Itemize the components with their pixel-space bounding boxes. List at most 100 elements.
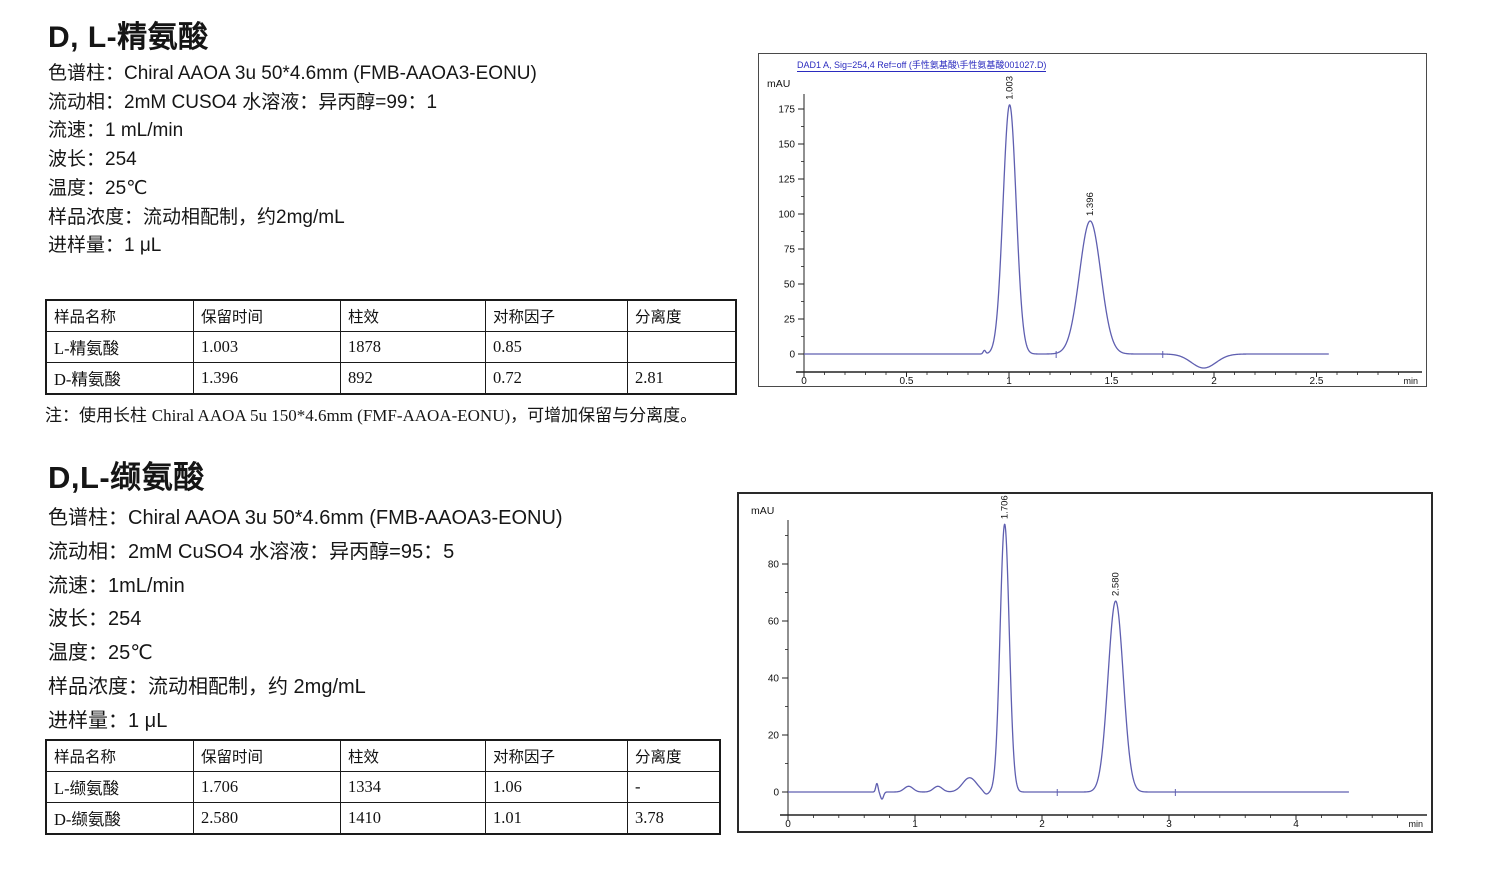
section1-note: 注：使用长柱 Chiral AAOA 5u 150*4.6mm (FMF-AAO… [45,401,697,426]
x-axis-unit: min [1408,819,1423,829]
x-axis-unit: min [1403,376,1418,386]
svg-text:80: 80 [768,560,780,571]
param-line: 温度：25℃ [48,642,153,665]
table-header-cell: 对称因子 [485,299,628,332]
y-axis-unit: mAU [751,505,774,517]
table-row: L-缬氨酸 1.706 1334 1.06- [45,771,721,803]
table-cell: 2.580 [193,802,341,835]
table-header-cell: 柱效 [340,739,486,772]
signal-trace [787,523,1350,800]
table-header-cell: 样品名称 [45,299,194,332]
svg-text:1.5: 1.5 [1105,376,1119,387]
table-header-row: 样品名称 保留时间 柱效 对称因子 分离度 [45,299,737,332]
table-row: D-精氨酸 1.396 892 0.72 2.81 [45,362,737,395]
peak-retention-label: 2.580 [1111,572,1122,596]
table-cell: 1.003 [193,331,341,363]
param-line: 进样量：1 μL [48,709,168,732]
table-cell: 1.01 [485,802,628,835]
note-column-id: Chiral AAOA 5u 150*4.6mm (FMF-AAOA-EONU) [151,406,511,425]
svg-text:0: 0 [801,376,807,387]
table-cell: 1878 [340,331,486,363]
table-cell: D-缬氨酸 [45,802,194,835]
table-cell: 1.396 [193,362,341,395]
note-suffix: ，可增加保留与分离度。 [510,406,698,425]
svg-text:2: 2 [1211,376,1217,387]
table-header-cell: 对称因子 [485,739,628,772]
svg-text:60: 60 [768,617,780,628]
chromatogram-arginine-plot: 0 25 50 75 100 125 150 175 0 0.5 1 1.5 2 2.5 min mAU 1.0… [767,76,1422,387]
signal-trace [803,104,1330,369]
table-cell: D-精氨酸 [45,362,194,395]
axes: 0 25 50 75 100 125 150 175 0 0.5 1 1.5 2 2.5 min mAU [767,78,1422,387]
svg-text:20: 20 [768,731,780,742]
chart1-signal-title: DAD1 A, Sig=254,4 Ref=off (手性氨基酸\手性氨基酸00… [797,60,1047,72]
table-cell: L-缬氨酸 [45,771,194,803]
table-cell: 2.81 [627,362,737,395]
table-header-cell: 保留时间 [193,739,341,772]
table-cell: 0.72 [485,362,628,395]
y-axis-unit: mAU [767,78,790,90]
axes: 0 20 40 60 80 0 1 2 3 4 min mAU [751,505,1427,830]
param-line: 流速：1 mL/min [48,120,184,142]
table-header-cell: 样品名称 [45,739,194,772]
peak-retention-label: 1.396 [1085,192,1096,216]
svg-text:75: 75 [784,245,796,256]
table-cell: 1.706 [193,771,341,803]
svg-text:4: 4 [1293,819,1299,830]
table-header-cell: 分离度 [627,739,721,772]
svg-text:0: 0 [789,350,795,361]
svg-text:125: 125 [778,175,795,186]
table-cell: 1.06 [485,771,628,803]
svg-text:25: 25 [784,315,796,326]
svg-text:2.5: 2.5 [1310,376,1324,387]
peak-retention-label: 1.706 [1000,495,1011,519]
table-cell: 0.85 [485,331,628,363]
param-line: 波长：254 [48,149,137,171]
svg-text:40: 40 [768,674,780,685]
svg-text:0: 0 [785,819,791,830]
svg-text:3: 3 [1166,819,1172,830]
svg-text:100: 100 [778,210,795,221]
param-line: 色谱柱：Chiral AAOA 3u 50*4.6mm (FMB-AAOA3-E… [48,63,537,84]
svg-text:0: 0 [773,788,779,799]
param-line: 流速：1mL/min [48,574,185,597]
table-row: D-缬氨酸 2.580 1410 1.01 3.78 [45,802,721,835]
svg-text:150: 150 [778,140,795,151]
param-line: 色谱柱：Chiral AAOA 3u 50*4.6mm (FMB-AAOA3-E… [48,507,563,529]
svg-text:1: 1 [1006,376,1012,387]
svg-text:0.5: 0.5 [900,376,914,387]
table-cell: 1410 [340,802,486,835]
svg-text:2: 2 [1039,819,1045,830]
section2-title: D,L-缬氨酸 [48,460,205,495]
table-cell: 1334 [340,771,486,803]
section1-params: 色谱柱：Chiral AAOA 3u 50*4.6mm (FMB-AAOA3-E… [48,60,537,261]
table-header-row: 样品名称 保留时间 柱效 对称因子 分离度 [45,739,721,772]
param-line: 进样量：1 μL [48,235,162,257]
section1-title: D, L-精氨酸 [48,21,209,54]
chromatogram-arginine: 0 25 50 75 100 125 150 175 0 0.5 1 1.5 2 2.5 min mAU 1.0… [758,53,1427,387]
param-line: 样品浓度：流动相配制，约 2mg/mL [48,675,366,698]
table-cell: 892 [340,362,486,395]
peak-retention-label: 1.003 [1005,76,1016,100]
svg-text:175: 175 [778,105,795,116]
section2-table: 样品名称 保留时间 柱效 对称因子 分离度 L-缬氨酸 1.706 1334 1.06- D-缬氨… [45,739,721,835]
chromatogram-valine-plot: 0 20 40 60 80 0 1 2 3 4 min mAU 1.706 2.580 [751,495,1427,830]
table-cell: L-精氨酸 [45,331,194,363]
table-row: L-精氨酸 1.003 1878 0.85 [45,331,737,363]
svg-text:1: 1 [912,819,918,830]
table-cell: - [627,771,721,803]
param-line: 流动相：2mM CUSO4 水溶液：异丙醇=99：1 [48,91,438,113]
svg-text:50: 50 [784,280,796,291]
note-prefix: 注：使用长柱 [45,406,152,425]
section2-params: 色谱柱：Chiral AAOA 3u 50*4.6mm (FMB-AAOA3-E… [48,502,563,739]
table-cell [627,331,737,363]
param-line: 样品浓度：流动相配制，约2mg/mL [48,206,345,228]
table-header-cell: 分离度 [627,299,737,332]
table-header-cell: 保留时间 [193,299,341,332]
param-line: 波长：254 [48,608,142,631]
param-line: 温度：25℃ [48,177,148,199]
section1-table: 样品名称 保留时间 柱效 对称因子 分离度 L-精氨酸 1.003 1878 0.85 D-精氨酸… [45,299,737,395]
param-line: 流动相：2mM CuSO4 水溶液：异丙醇=95：5 [48,540,455,563]
chromatogram-valine: 0 20 40 60 80 0 1 2 3 4 min mAU 1.706 2.580 [737,492,1433,833]
table-header-cell: 柱效 [340,299,486,332]
